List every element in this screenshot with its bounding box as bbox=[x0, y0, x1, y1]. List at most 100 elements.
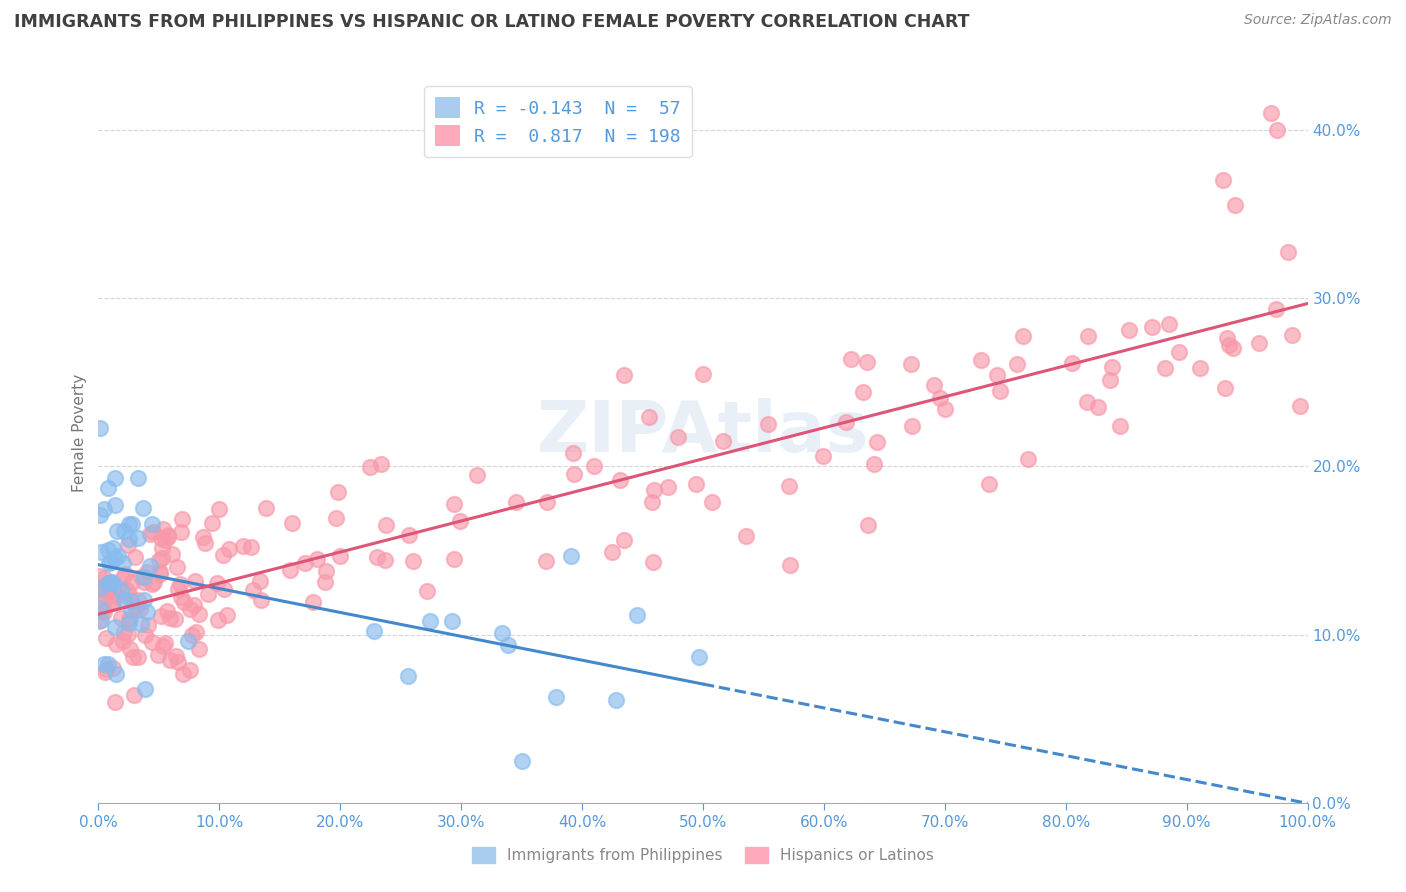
Point bbox=[104, 586, 127, 600]
Point bbox=[112, 634, 135, 648]
Point bbox=[1267, 122, 1289, 136]
Point bbox=[534, 554, 557, 568]
Point bbox=[127, 531, 149, 545]
Point bbox=[93, 571, 115, 585]
Point bbox=[105, 666, 128, 681]
Point bbox=[132, 592, 155, 607]
Point bbox=[112, 593, 135, 607]
Point bbox=[148, 553, 170, 567]
Point bbox=[560, 549, 582, 564]
Point bbox=[510, 754, 533, 768]
Point bbox=[1216, 331, 1239, 345]
Point bbox=[315, 564, 337, 578]
Point bbox=[491, 625, 513, 640]
Point bbox=[117, 538, 139, 552]
Point bbox=[988, 384, 1011, 398]
Point bbox=[124, 602, 146, 616]
Point bbox=[159, 653, 181, 667]
Point bbox=[863, 457, 886, 471]
Point bbox=[101, 576, 124, 591]
Point bbox=[170, 524, 193, 539]
Point bbox=[100, 574, 122, 589]
Point bbox=[118, 641, 141, 656]
Point bbox=[855, 354, 877, 368]
Point bbox=[89, 580, 111, 594]
Point bbox=[325, 510, 347, 524]
Point bbox=[1109, 419, 1132, 434]
Point bbox=[841, 352, 863, 367]
Point bbox=[443, 551, 465, 566]
Point bbox=[979, 477, 1001, 491]
Point bbox=[700, 494, 723, 508]
Point bbox=[100, 555, 122, 569]
Point bbox=[440, 615, 463, 629]
Point bbox=[110, 583, 132, 598]
Point bbox=[866, 434, 889, 449]
Point bbox=[465, 468, 488, 483]
Point bbox=[186, 625, 208, 640]
Point bbox=[132, 500, 155, 515]
Point bbox=[118, 615, 141, 630]
Point bbox=[305, 552, 328, 566]
Point bbox=[1188, 361, 1211, 376]
Point bbox=[613, 368, 636, 383]
Point bbox=[89, 581, 111, 595]
Point bbox=[152, 522, 174, 536]
Point bbox=[127, 471, 149, 485]
Point bbox=[1213, 381, 1236, 395]
Point bbox=[643, 555, 665, 569]
Point bbox=[139, 526, 162, 541]
Point bbox=[1076, 394, 1098, 409]
Point bbox=[93, 605, 115, 619]
Point bbox=[1260, 106, 1282, 120]
Point bbox=[104, 620, 127, 634]
Point bbox=[177, 634, 200, 648]
Point bbox=[374, 518, 396, 533]
Point bbox=[1265, 301, 1288, 316]
Point bbox=[626, 607, 648, 622]
Point bbox=[900, 357, 922, 371]
Point bbox=[181, 628, 204, 642]
Point bbox=[685, 476, 707, 491]
Point bbox=[89, 600, 111, 615]
Point bbox=[205, 576, 228, 591]
Point bbox=[242, 582, 264, 597]
Point bbox=[643, 483, 665, 497]
Point bbox=[153, 636, 176, 650]
Point bbox=[314, 574, 336, 589]
Point bbox=[166, 559, 188, 574]
Point bbox=[173, 595, 195, 609]
Point bbox=[146, 648, 169, 662]
Point bbox=[218, 542, 240, 557]
Point bbox=[366, 549, 388, 564]
Point bbox=[201, 516, 224, 530]
Point bbox=[128, 602, 150, 616]
Point bbox=[98, 587, 121, 601]
Point bbox=[156, 527, 179, 541]
Point bbox=[94, 631, 117, 645]
Point bbox=[1277, 244, 1299, 259]
Point bbox=[165, 612, 187, 626]
Point bbox=[138, 617, 160, 632]
Point bbox=[97, 481, 120, 495]
Point bbox=[118, 516, 141, 531]
Point bbox=[402, 554, 425, 568]
Point bbox=[149, 567, 172, 582]
Point bbox=[141, 577, 163, 591]
Point bbox=[179, 663, 201, 677]
Text: Source: ZipAtlas.com: Source: ZipAtlas.com bbox=[1244, 13, 1392, 28]
Point bbox=[117, 627, 139, 641]
Point bbox=[183, 574, 205, 588]
Point bbox=[90, 613, 112, 627]
Text: ZIPAtlas: ZIPAtlas bbox=[537, 398, 869, 467]
Point bbox=[156, 530, 179, 544]
Point bbox=[496, 638, 519, 652]
Point bbox=[711, 434, 734, 449]
Point bbox=[112, 524, 135, 538]
Point bbox=[91, 583, 114, 598]
Point bbox=[1212, 173, 1234, 187]
Point bbox=[121, 650, 143, 665]
Point bbox=[120, 594, 142, 608]
Legend: R = -0.143  N =  57, R =  0.817  N = 198: R = -0.143 N = 57, R = 0.817 N = 198 bbox=[423, 87, 692, 157]
Point bbox=[89, 421, 111, 435]
